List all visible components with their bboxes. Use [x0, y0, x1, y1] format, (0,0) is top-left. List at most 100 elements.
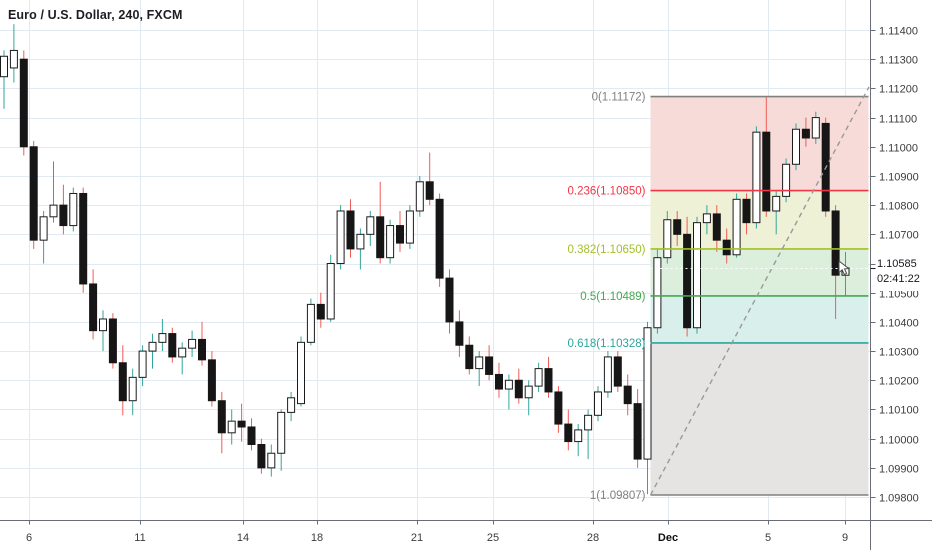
- fib-level-label: 1(1.09807): [590, 490, 646, 502]
- fib-level-label: 0.618(1.10328): [567, 338, 645, 350]
- candle-body: [128, 376, 137, 402]
- time-tick-label: 14: [237, 532, 249, 544]
- candle: [801, 117, 810, 147]
- candle: [722, 228, 731, 264]
- candle-body: [425, 181, 434, 200]
- candle-body: [99, 318, 107, 332]
- candle: [188, 330, 197, 357]
- candle: [69, 187, 78, 232]
- candle-body: [594, 391, 602, 416]
- candle-body: [277, 411, 286, 454]
- candle: [227, 409, 236, 445]
- candle-body: [643, 327, 652, 460]
- candle: [554, 386, 563, 433]
- candle-body: [742, 198, 751, 224]
- fib-band[interactable]: [650, 342, 869, 495]
- time-tick-label: 18: [311, 532, 323, 544]
- candle: [39, 210, 48, 264]
- candle-body: [9, 49, 18, 69]
- candle: [683, 216, 692, 337]
- current-price-value: 1.10585: [877, 258, 917, 270]
- bar-countdown-timer: 02:41:22: [877, 273, 920, 285]
- candle: [702, 205, 711, 235]
- candle-body: [564, 423, 573, 443]
- candle-body: [247, 426, 256, 445]
- candle: [158, 318, 167, 352]
- candle-body: [475, 356, 484, 370]
- candle: [495, 362, 503, 398]
- candle: [782, 158, 791, 203]
- candle: [455, 310, 464, 357]
- price-tick-label: 1.10300: [879, 347, 919, 359]
- candle: [316, 292, 325, 328]
- candle: [287, 391, 296, 422]
- candle: [49, 161, 58, 223]
- candle-body: [534, 368, 543, 387]
- fib-retracement-levels[interactable]: 0(1.11172) 0.236(1.10850) 0.382(1.10650) 0.…: [567, 92, 869, 502]
- candle-body: [603, 356, 612, 393]
- price-tick-label: 1.10500: [879, 289, 919, 301]
- candle: [425, 152, 434, 206]
- candle: [207, 351, 216, 407]
- price-tick-label: 1.11000: [879, 143, 918, 155]
- candle: [99, 310, 107, 352]
- candle-body: [524, 385, 533, 399]
- fib-level-label: 0(1.11172): [592, 92, 646, 104]
- candle-body: [435, 198, 444, 279]
- candle: [524, 380, 533, 416]
- candle: [9, 24, 18, 83]
- candle-body: [118, 362, 127, 402]
- time-tick-label: Dec: [658, 532, 678, 544]
- candle-body: [267, 452, 276, 469]
- candle-body: [495, 373, 503, 390]
- candle-body: [613, 356, 622, 387]
- candle: [504, 374, 513, 410]
- candle: [19, 50, 28, 156]
- candle-body: [138, 350, 147, 378]
- candle: [792, 123, 800, 171]
- candle: [59, 184, 68, 235]
- candle-body: [801, 128, 810, 139]
- candle-body: [237, 420, 246, 428]
- candle: [405, 205, 414, 249]
- candle-body: [198, 338, 206, 361]
- candle: [89, 269, 98, 340]
- candle-body: [693, 222, 701, 329]
- candle-body: [316, 303, 325, 320]
- candle: [138, 345, 147, 387]
- candle-body: [29, 146, 38, 241]
- candle: [386, 219, 395, 264]
- candle: [376, 181, 385, 264]
- candle: [0, 50, 8, 109]
- candle-body: [19, 58, 28, 148]
- time-tick-label: 9: [842, 532, 848, 544]
- mouse-cursor: [838, 260, 851, 276]
- symbol-title[interactable]: Euro / U.S. Dollar, 240, FXCM: [8, 8, 183, 22]
- time-tick-label: 21: [411, 532, 423, 544]
- candle-body: [89, 283, 98, 332]
- candle-body: [306, 303, 315, 343]
- candle: [693, 216, 701, 334]
- candle: [673, 210, 682, 247]
- current-price-marker: 1.10585 02:41:22: [877, 257, 932, 291]
- candle-body: [366, 216, 375, 235]
- time-axis[interactable]: 6 11 14 18 21 25 28 Dec 5 9: [0, 520, 932, 545]
- candle-body: [227, 420, 236, 434]
- candle: [623, 374, 632, 416]
- candle: [118, 345, 127, 416]
- candle: [326, 254, 335, 322]
- candle: [435, 193, 444, 287]
- price-tick-label: 1.10900: [879, 172, 919, 184]
- candle: [178, 342, 187, 375]
- fib-level-label: 0.236(1.10850): [567, 186, 645, 198]
- candle-body: [722, 239, 731, 256]
- candle: [613, 351, 622, 392]
- price-tick-label: 1.10000: [879, 435, 919, 447]
- price-tick-label: 1.11300: [879, 55, 918, 67]
- candle-body: [415, 181, 424, 212]
- candle-body: [554, 391, 563, 425]
- candle-body: [732, 198, 741, 256]
- candle: [475, 351, 484, 387]
